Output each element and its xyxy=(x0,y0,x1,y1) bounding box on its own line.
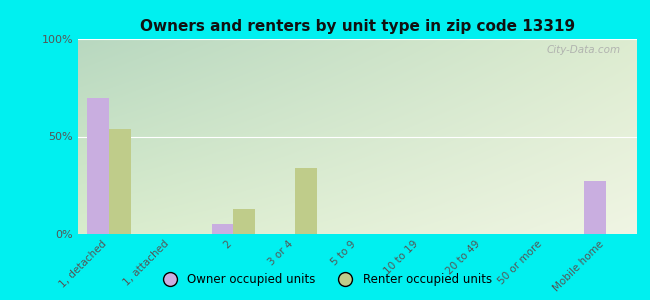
Bar xyxy=(211,224,233,234)
Text: City-Data.com: City-Data.com xyxy=(546,45,620,55)
Bar xyxy=(233,209,255,234)
Bar xyxy=(584,181,606,234)
Bar xyxy=(109,129,131,234)
Title: Owners and renters by unit type in zip code 13319: Owners and renters by unit type in zip c… xyxy=(140,19,575,34)
Legend: Owner occupied units, Renter occupied units: Owner occupied units, Renter occupied un… xyxy=(153,269,497,291)
Bar xyxy=(295,168,317,234)
Bar xyxy=(87,98,109,234)
